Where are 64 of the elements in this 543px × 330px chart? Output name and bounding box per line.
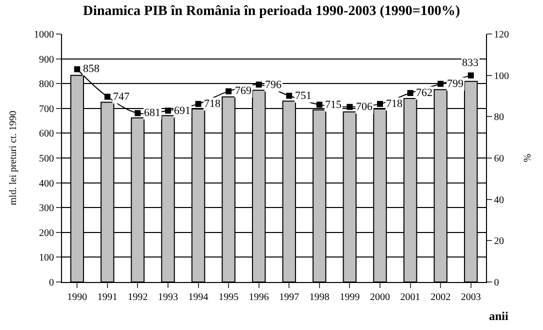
- point: [74, 66, 80, 72]
- point: [226, 88, 232, 94]
- y-tick-label: 500: [39, 154, 54, 164]
- point: [256, 82, 262, 88]
- x-tick-label: 1994: [188, 292, 208, 303]
- data-label: 858: [83, 63, 100, 75]
- data-label: 681: [144, 107, 160, 119]
- chart-title: Dinamica PIB în România în perioada 1990-2003 (1990=100%): [82, 4, 460, 19]
- point: [377, 100, 383, 107]
- x-tick-label: 1992: [128, 292, 148, 303]
- y-axis-title: mld. lei preturi ct. 1990: [8, 110, 19, 206]
- x-tick-label: 2003: [460, 292, 481, 303]
- y2-tick-label: 60: [494, 154, 504, 164]
- y-tick-label: 1000: [34, 30, 54, 40]
- x-tick-label: 1997: [279, 292, 300, 303]
- y-tick-label: 300: [39, 203, 54, 214]
- y-tick-label: 200: [39, 228, 54, 239]
- point: [438, 80, 444, 87]
- point: [468, 72, 474, 78]
- x-tick-label: 1991: [97, 292, 118, 303]
- x-tick-label: 1995: [218, 292, 239, 303]
- y-tick-label: 900: [39, 54, 54, 66]
- y-tick-label: 600: [39, 128, 54, 140]
- data-label: 706: [356, 101, 373, 113]
- data-label: 833: [462, 57, 479, 69]
- x-tick-label: 1990: [67, 292, 88, 303]
- y2-tick-label: 40: [494, 194, 504, 206]
- y2-tick-label: 20: [494, 236, 504, 248]
- x-tick-label: 2001: [400, 292, 420, 303]
- x-axis-title: anii: [489, 309, 510, 323]
- point: [104, 94, 110, 100]
- point: [407, 90, 414, 96]
- data-label: 799: [447, 78, 464, 90]
- point: [165, 108, 171, 114]
- data-label: 718: [386, 98, 403, 110]
- x-tick-label: 1996: [248, 292, 269, 303]
- data-label: 715: [325, 99, 342, 111]
- y2-tick-label: 100: [494, 70, 509, 82]
- y-tick-label: 100: [39, 252, 54, 264]
- data-label: 747: [113, 91, 130, 103]
- x-tick-label: 1993: [158, 292, 178, 303]
- point: [346, 104, 353, 110]
- y2-tick-label: 80: [494, 112, 504, 124]
- x-tick-label: 1999: [340, 292, 360, 303]
- x-tick-label: 1998: [309, 292, 330, 303]
- y2-axis-title: %: [522, 154, 534, 162]
- data-label: 769: [235, 85, 252, 97]
- data-label: 718: [204, 98, 221, 110]
- data-label: 796: [265, 79, 282, 91]
- data-label: 691: [174, 105, 190, 117]
- point: [195, 100, 202, 107]
- data-label: 751: [295, 90, 312, 102]
- y-tick-label: 0: [49, 278, 54, 288]
- y-tick-label: 400: [39, 178, 54, 190]
- y-tick-label: 800: [39, 79, 54, 90]
- point: [134, 110, 141, 116]
- data-label: 762: [416, 87, 432, 99]
- y2-tick-label: 120: [494, 30, 509, 40]
- x-tick-label: 2002: [430, 292, 451, 303]
- point: [316, 102, 322, 108]
- point: [286, 92, 292, 99]
- y-tick-label: 700: [39, 104, 54, 115]
- y2-tick-label: 0: [494, 278, 499, 288]
- x-tick-label: 2000: [370, 292, 390, 303]
